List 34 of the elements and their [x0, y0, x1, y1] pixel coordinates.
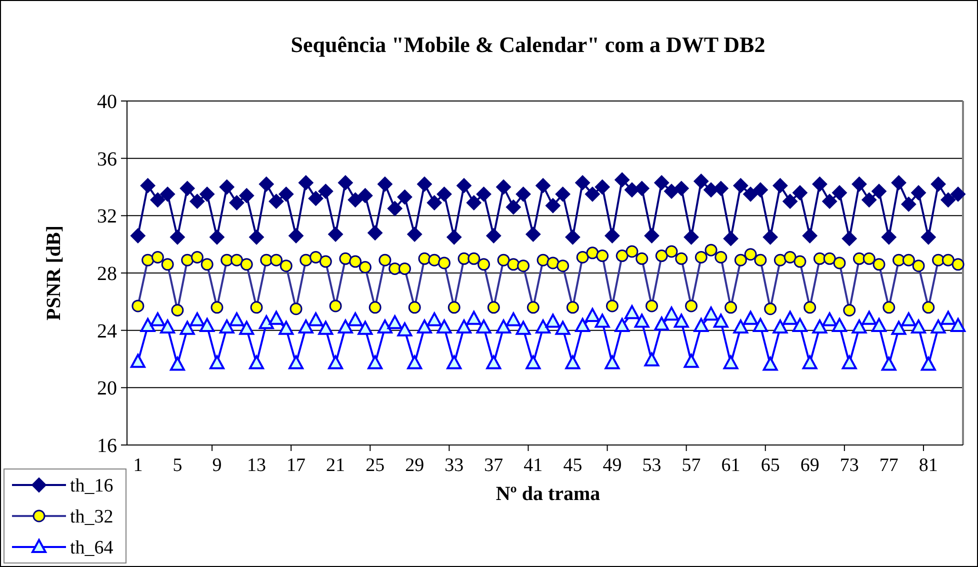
x-axis-title: Nº da trama [496, 483, 600, 505]
x-tick-label: 29 [405, 455, 424, 476]
legend-label: th_32 [70, 506, 114, 528]
x-tick-label: 45 [563, 455, 582, 476]
chart-title: Sequência "Mobile & Calendar" com a DWT DB2 [290, 32, 766, 57]
x-tick-label: 65 [760, 455, 780, 476]
legend-label: th_16 [70, 476, 114, 497]
y-tick-label: 32 [97, 206, 117, 228]
x-tick-label: 21 [326, 455, 346, 476]
x-tick-label: 53 [642, 455, 662, 476]
x-tick-label: 5 [172, 455, 182, 476]
x-tick-label: 77 [879, 455, 898, 476]
x-tick-label: 41 [524, 455, 543, 476]
x-tick-label: 13 [247, 455, 266, 476]
x-tick-label: 81 [918, 455, 938, 476]
y-tick-label: 36 [97, 148, 117, 170]
x-tick-label: 69 [800, 455, 820, 476]
x-tick-label: 17 [286, 455, 306, 476]
y-tick-label: 16 [97, 435, 117, 457]
x-tick-label: 33 [444, 455, 464, 476]
x-tick-label: 73 [840, 455, 859, 476]
x-tick-label: 49 [602, 455, 622, 476]
x-tick-label: 61 [721, 455, 740, 476]
y-tick-label: 40 [97, 91, 117, 113]
x-tick-label: 57 [682, 455, 701, 476]
x-tick-label: 9 [212, 455, 222, 476]
y-tick-label: 28 [97, 263, 117, 285]
y-tick-label: 24 [97, 320, 117, 342]
legend-label: th_64 [70, 538, 114, 559]
y-tick-label: 20 [97, 378, 117, 400]
y-axis-title: PSNR [dB] [43, 225, 65, 321]
x-tick-label: 25 [366, 455, 385, 476]
x-tick-label: 37 [484, 455, 504, 476]
x-tick-label: 1 [133, 455, 143, 476]
